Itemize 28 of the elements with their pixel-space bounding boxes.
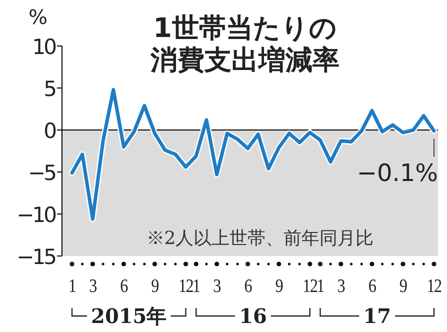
x-tick-label: 3 <box>213 274 222 296</box>
x-tick-label: 3 <box>337 274 346 296</box>
x-tick-label: 9 <box>399 274 408 296</box>
x-tick-label: 9 <box>275 274 284 296</box>
y-tick-label: −10 <box>16 203 56 227</box>
x-tick-label: 1 <box>316 274 324 296</box>
annotation: −0.1% <box>356 158 438 187</box>
text: 2015年 <box>91 304 167 328</box>
y-tick-label: −15 <box>16 245 56 269</box>
x-tick-label: 1 <box>192 274 200 296</box>
text: 17 <box>363 304 392 328</box>
x-tick-label: 12 <box>178 274 194 296</box>
x-tick-label: 12 <box>426 274 442 296</box>
y-axis-title: % <box>28 5 48 29</box>
text: 16 <box>239 304 267 328</box>
y-tick-label: 5 <box>44 77 56 101</box>
x-tick-label: 6 <box>244 274 252 296</box>
y-tick-label: 10 <box>32 35 56 59</box>
x-tick-label: 12 <box>302 274 318 296</box>
y-tick-label: 0 <box>44 119 56 143</box>
x-tick-label: 3 <box>89 274 98 296</box>
y-tick-label: −5 <box>28 161 56 185</box>
chart-title: 1世帯当たりの消費支出増減率 <box>150 13 340 76</box>
annotation: ※2人以上世帯、前年同月比 <box>146 228 374 249</box>
x-tick-label: 9 <box>151 274 160 296</box>
x-tick-label: 6 <box>368 274 377 296</box>
x-tick-label: 6 <box>120 274 128 296</box>
x-tick-label: 1 <box>68 274 76 296</box>
